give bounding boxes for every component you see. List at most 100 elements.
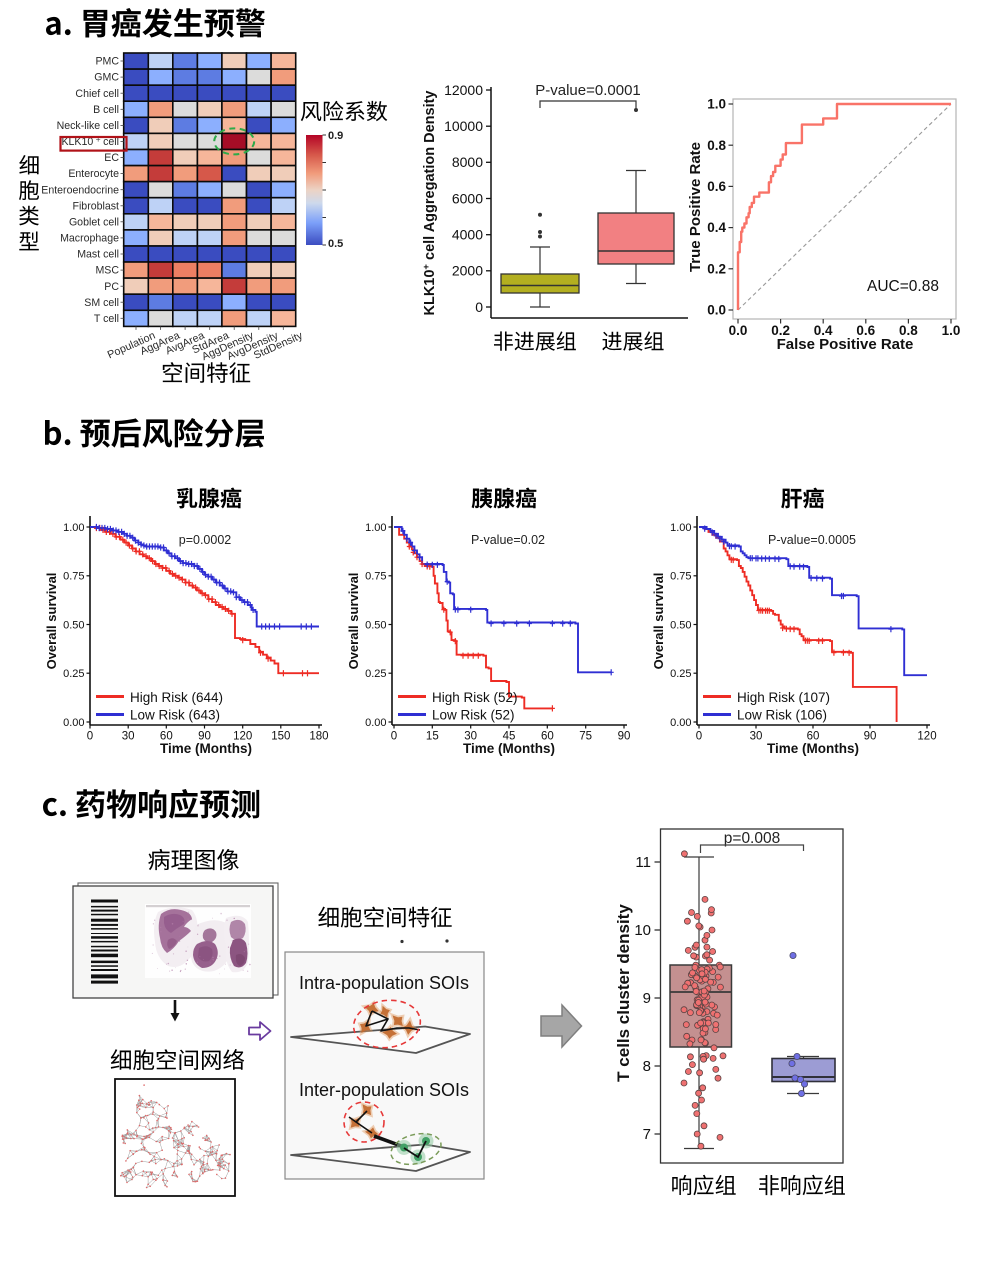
svg-text:False Positive Rate: False Positive Rate — [777, 336, 914, 353]
svg-text:150: 150 — [271, 731, 290, 743]
svg-text:Overall survival: Overall survival — [44, 573, 59, 670]
svg-text:Time (Months): Time (Months) — [767, 741, 859, 756]
svg-text:Intra-population SOIs: Intra-population SOIs — [299, 973, 469, 993]
svg-text:Overall survival: Overall survival — [346, 573, 361, 670]
svg-text:120: 120 — [917, 731, 936, 743]
svg-text:Inter-population SOIs: Inter-population SOIs — [299, 1080, 469, 1100]
svg-text:EC: EC — [104, 152, 119, 164]
svg-text:60: 60 — [541, 731, 554, 743]
svg-text:4000: 4000 — [452, 226, 483, 242]
svg-text:0.8: 0.8 — [707, 138, 726, 153]
svg-text:0: 0 — [87, 731, 93, 743]
svg-text:1.00: 1.00 — [63, 522, 84, 534]
svg-text:12000: 12000 — [444, 82, 483, 98]
svg-text:0: 0 — [475, 299, 483, 315]
svg-text:0.0: 0.0 — [729, 323, 748, 338]
svg-text:High Risk (107): High Risk (107) — [737, 690, 830, 705]
svg-text:0: 0 — [391, 731, 397, 743]
svg-text:0.50: 0.50 — [670, 619, 691, 631]
svg-text:0.50: 0.50 — [365, 619, 386, 631]
svg-text:0.25: 0.25 — [365, 668, 386, 680]
svg-text:0.4: 0.4 — [707, 220, 726, 235]
svg-text:75: 75 — [579, 731, 592, 743]
svg-text:Low Risk (52): Low Risk (52) — [432, 708, 515, 723]
svg-text:0.75: 0.75 — [63, 571, 84, 583]
svg-text:T cell: T cell — [94, 313, 119, 325]
svg-text:Neck-like cell: Neck-like cell — [57, 120, 119, 132]
svg-text:45: 45 — [503, 731, 516, 743]
svg-text:SM cell: SM cell — [84, 297, 119, 309]
svg-text:p=0.008: p=0.008 — [724, 830, 780, 847]
svg-text:KLK10 ⁺ cell: KLK10 ⁺ cell — [61, 136, 119, 148]
svg-text:T cells cluster density: T cells cluster density — [614, 904, 633, 1082]
svg-text:Low Risk (643): Low Risk (643) — [130, 708, 220, 723]
svg-text:0.9: 0.9 — [328, 130, 343, 142]
svg-text:11: 11 — [635, 854, 651, 871]
svg-text:AUC=0.88: AUC=0.88 — [867, 278, 939, 295]
svg-text:8000: 8000 — [452, 154, 483, 170]
svg-text:2000: 2000 — [452, 263, 483, 279]
svg-text:B cell: B cell — [93, 104, 119, 116]
svg-text:0.6: 0.6 — [707, 179, 726, 194]
svg-text:MSC: MSC — [95, 265, 119, 277]
svg-text:0.2: 0.2 — [707, 261, 726, 276]
svg-text:Enteroendocrine: Enteroendocrine — [41, 184, 119, 196]
svg-text:1.00: 1.00 — [365, 522, 386, 534]
svg-text:8: 8 — [643, 1058, 651, 1075]
svg-text:1.0: 1.0 — [707, 97, 726, 112]
svg-text:0.6: 0.6 — [856, 323, 875, 338]
svg-text:0.2: 0.2 — [771, 323, 790, 338]
svg-text:P-value=0.0001: P-value=0.0001 — [535, 82, 641, 99]
svg-text:0.75: 0.75 — [670, 571, 691, 583]
svg-text:9: 9 — [643, 990, 651, 1007]
svg-text:90: 90 — [618, 731, 631, 743]
svg-text:30: 30 — [122, 731, 135, 743]
svg-text:6000: 6000 — [452, 190, 483, 206]
svg-text:Goblet cell: Goblet cell — [69, 216, 119, 228]
svg-text:10: 10 — [634, 922, 651, 939]
svg-text:15: 15 — [426, 731, 439, 743]
svg-text:0.0: 0.0 — [707, 303, 726, 318]
svg-text:90: 90 — [198, 731, 211, 743]
svg-text:0.25: 0.25 — [63, 668, 84, 680]
svg-text:PMC: PMC — [95, 56, 119, 68]
svg-text:30: 30 — [464, 731, 477, 743]
svg-text:60: 60 — [160, 731, 173, 743]
svg-text:0.00: 0.00 — [63, 717, 84, 729]
svg-text:180: 180 — [309, 731, 328, 743]
svg-text:7: 7 — [643, 1126, 651, 1143]
svg-text:Macrophage: Macrophage — [60, 233, 119, 245]
svg-text:0.00: 0.00 — [365, 717, 386, 729]
svg-text:90: 90 — [864, 731, 877, 743]
svg-text:0: 0 — [696, 731, 702, 743]
svg-text:0.25: 0.25 — [670, 668, 691, 680]
svg-text:Time (Months): Time (Months) — [160, 741, 252, 756]
svg-text:p=0.0002: p=0.0002 — [179, 533, 232, 547]
svg-text:P-value=0.02: P-value=0.02 — [471, 533, 545, 547]
svg-text:KLK10+ cell Aggregation Densit: KLK10+ cell Aggregation Density — [421, 91, 438, 316]
svg-text:120: 120 — [233, 731, 252, 743]
svg-text:P-value=0.0005: P-value=0.0005 — [768, 533, 856, 547]
svg-text:Time (Months): Time (Months) — [463, 741, 555, 756]
svg-text:0.75: 0.75 — [365, 571, 386, 583]
svg-text:0.00: 0.00 — [670, 717, 691, 729]
svg-text:GMC: GMC — [94, 72, 119, 84]
svg-text:Low Risk (106): Low Risk (106) — [737, 708, 827, 723]
svg-text:Fibroblast: Fibroblast — [72, 200, 119, 212]
svg-text:PC: PC — [104, 281, 119, 293]
svg-text:30: 30 — [750, 731, 763, 743]
svg-text:0.8: 0.8 — [899, 323, 918, 338]
svg-text:60: 60 — [807, 731, 820, 743]
svg-text:Chief cell: Chief cell — [75, 88, 119, 100]
svg-text:High Risk (52): High Risk (52) — [432, 690, 518, 705]
svg-text:0.50: 0.50 — [63, 619, 84, 631]
svg-text:Mast cell: Mast cell — [77, 249, 119, 261]
svg-text:Enterocyte: Enterocyte — [68, 168, 119, 180]
svg-text:1.00: 1.00 — [670, 522, 691, 534]
svg-text:0.4: 0.4 — [814, 323, 833, 338]
svg-text:High Risk (644): High Risk (644) — [130, 690, 223, 705]
svg-text:0.5: 0.5 — [328, 238, 343, 250]
svg-text:Overall survival: Overall survival — [651, 573, 666, 670]
svg-text:1.0: 1.0 — [942, 323, 961, 338]
svg-text:True Positive Rate: True Positive Rate — [687, 142, 704, 272]
